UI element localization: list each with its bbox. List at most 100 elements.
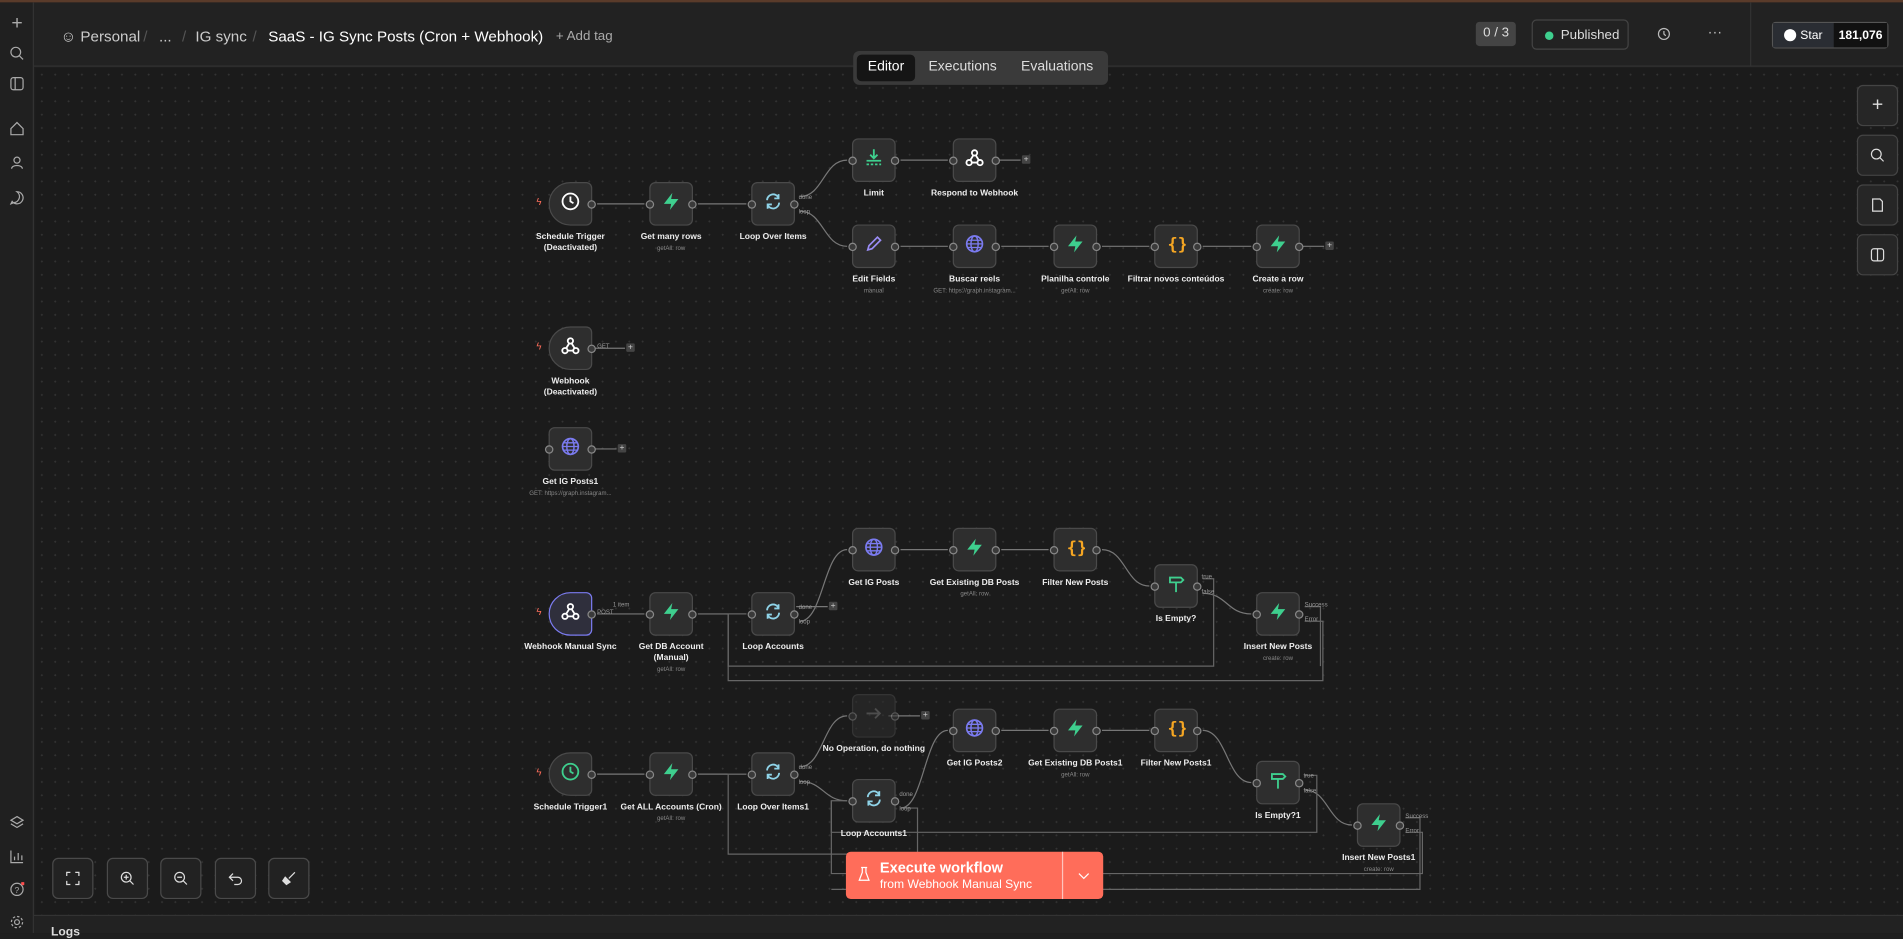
workflow-node[interactable] bbox=[848, 778, 900, 823]
zoom-out-button[interactable] bbox=[160, 857, 202, 900]
sticky-note-button[interactable] bbox=[1856, 184, 1899, 226]
input-handle[interactable] bbox=[1049, 545, 1059, 555]
input-handle[interactable] bbox=[848, 242, 857, 252]
tidy-up-button[interactable] bbox=[268, 857, 310, 900]
help-icon[interactable]: ? bbox=[5, 877, 29, 901]
output-handle[interactable] bbox=[587, 344, 596, 354]
zoom-in-button[interactable] bbox=[106, 857, 149, 900]
templates-icon[interactable] bbox=[5, 810, 29, 834]
workflow-node[interactable] bbox=[848, 138, 900, 182]
add-node-button[interactable]: + bbox=[1856, 84, 1899, 127]
input-handle[interactable] bbox=[645, 770, 655, 779]
execute-workflow-button[interactable]: Execute workflow from Webhook Manual Syn… bbox=[845, 851, 1104, 900]
workflow-node[interactable] bbox=[1353, 803, 1405, 847]
input-handle[interactable] bbox=[848, 797, 857, 806]
workflow-node[interactable] bbox=[548, 752, 596, 796]
input-handle[interactable] bbox=[1049, 726, 1059, 736]
add-next-node-button[interactable]: + bbox=[921, 710, 930, 720]
published-button[interactable]: Published bbox=[1531, 19, 1629, 50]
input-handle[interactable] bbox=[1252, 610, 1261, 619]
workflow-node[interactable] bbox=[949, 138, 1001, 182]
workflow-title[interactable]: SaaS - IG Sync Posts (Cron + Webhook) bbox=[268, 27, 544, 45]
tab-evaluations[interactable]: Evaluations bbox=[1021, 59, 1094, 75]
output-handle[interactable] bbox=[1193, 582, 1202, 591]
workflow-node[interactable] bbox=[949, 527, 1001, 572]
side-panel-button[interactable] bbox=[1856, 234, 1899, 276]
input-handle[interactable] bbox=[848, 156, 857, 166]
workflow-canvas[interactable] bbox=[35, 67, 1903, 915]
output-handle[interactable] bbox=[587, 610, 596, 619]
add-next-node-button[interactable]: + bbox=[626, 343, 635, 352]
workflow-node[interactable] bbox=[548, 592, 596, 636]
input-handle[interactable] bbox=[645, 200, 655, 209]
breadcrumb-folder[interactable]: IG sync bbox=[195, 27, 247, 45]
input-handle[interactable] bbox=[747, 610, 757, 619]
input-handle[interactable] bbox=[1049, 242, 1059, 252]
panel-toggle-icon[interactable] bbox=[5, 72, 29, 96]
input-handle[interactable] bbox=[949, 242, 958, 252]
output-handle[interactable] bbox=[587, 200, 596, 209]
output-handle[interactable] bbox=[991, 545, 1001, 555]
workflow-node[interactable] bbox=[1252, 592, 1304, 636]
search-nodes-button[interactable] bbox=[1856, 134, 1899, 176]
workflow-node[interactable] bbox=[848, 527, 900, 572]
user-icon[interactable] bbox=[5, 150, 29, 174]
chat-icon[interactable] bbox=[5, 186, 29, 210]
output-handle[interactable] bbox=[1294, 778, 1304, 788]
output-handle[interactable] bbox=[1092, 242, 1101, 252]
tab-editor[interactable]: Editor bbox=[856, 54, 916, 82]
input-handle[interactable] bbox=[747, 770, 757, 779]
workflow-node[interactable] bbox=[1252, 224, 1304, 269]
logs-panel[interactable]: Logs bbox=[33, 914, 1903, 939]
fit-view-button[interactable] bbox=[52, 857, 94, 900]
output-handle[interactable] bbox=[890, 545, 900, 555]
add-next-node-button[interactable]: + bbox=[617, 444, 627, 453]
workflow-node[interactable] bbox=[645, 752, 697, 796]
workflow-node[interactable] bbox=[949, 708, 1001, 753]
output-handle[interactable] bbox=[1294, 242, 1304, 252]
output-handle[interactable] bbox=[991, 242, 1001, 252]
undo-button[interactable] bbox=[214, 857, 257, 900]
execute-options-button[interactable] bbox=[1063, 852, 1103, 899]
add-icon[interactable]: + bbox=[11, 13, 23, 34]
output-handle[interactable] bbox=[991, 156, 1001, 166]
output-handle[interactable] bbox=[790, 610, 799, 619]
input-handle[interactable] bbox=[1150, 726, 1160, 736]
workflow-node[interactable] bbox=[544, 427, 596, 471]
add-next-node-button[interactable]: + bbox=[828, 601, 838, 611]
github-star-button[interactable]: Star 181,076 bbox=[1771, 21, 1889, 49]
workflow-node[interactable] bbox=[548, 181, 596, 226]
output-handle[interactable] bbox=[1294, 610, 1304, 619]
workflow-node[interactable]: {} bbox=[1150, 224, 1202, 269]
output-handle[interactable] bbox=[1193, 726, 1202, 736]
output-handle[interactable] bbox=[587, 445, 596, 454]
search-icon[interactable] bbox=[5, 41, 29, 65]
breadcrumb-ellipsis[interactable]: ... bbox=[158, 27, 172, 45]
output-handle[interactable] bbox=[1092, 726, 1101, 736]
output-handle[interactable] bbox=[890, 156, 900, 166]
history-icon[interactable] bbox=[1657, 25, 1672, 47]
workflow-node[interactable] bbox=[548, 326, 596, 371]
workflow-node[interactable] bbox=[747, 181, 799, 226]
input-handle[interactable] bbox=[848, 545, 857, 555]
workflow-node[interactable] bbox=[949, 224, 1001, 269]
output-handle[interactable] bbox=[790, 200, 799, 209]
workflow-node[interactable] bbox=[1049, 224, 1101, 269]
workflow-node[interactable] bbox=[645, 592, 697, 636]
output-handle[interactable] bbox=[688, 610, 697, 619]
add-next-node-button[interactable]: + bbox=[1325, 241, 1334, 250]
output-handle[interactable] bbox=[991, 726, 1001, 736]
add-tag-button[interactable]: + Add tag bbox=[555, 29, 613, 44]
input-handle[interactable] bbox=[747, 200, 757, 209]
settings-gear-icon[interactable] bbox=[5, 910, 29, 934]
input-handle[interactable] bbox=[848, 712, 857, 721]
output-handle[interactable] bbox=[1395, 821, 1405, 830]
workflow-node[interactable] bbox=[1252, 760, 1304, 805]
workflow-node[interactable] bbox=[747, 592, 799, 636]
output-handle[interactable] bbox=[790, 770, 799, 779]
input-handle[interactable] bbox=[1150, 242, 1160, 252]
output-handle[interactable] bbox=[688, 770, 697, 779]
input-handle[interactable] bbox=[1252, 242, 1261, 252]
workflow-node[interactable] bbox=[645, 181, 697, 226]
workflow-node[interactable] bbox=[1049, 708, 1101, 753]
